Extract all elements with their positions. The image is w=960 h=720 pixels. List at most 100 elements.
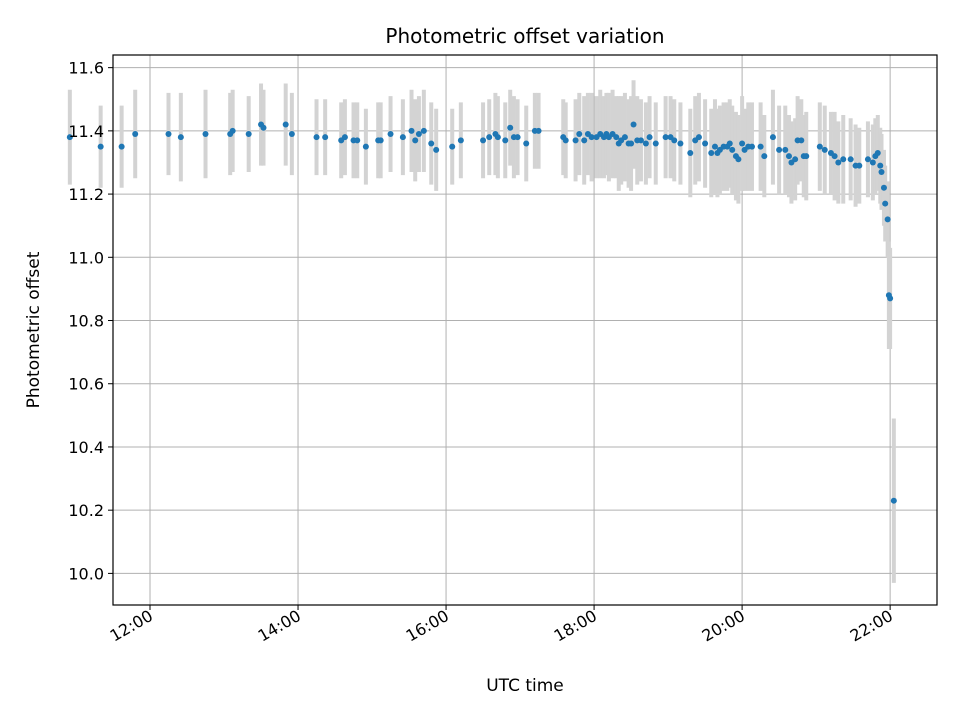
y-tick-label: 10.6 bbox=[68, 375, 104, 394]
data-point bbox=[313, 134, 320, 141]
y-tick-label: 10.4 bbox=[68, 438, 104, 457]
data-point bbox=[869, 159, 876, 166]
data-point bbox=[387, 131, 394, 138]
data-point bbox=[757, 143, 764, 150]
x-axis: 12:00 14:00 16:00 18:00 20:00 22:00 bbox=[107, 605, 896, 646]
data-point bbox=[630, 121, 637, 128]
x-tick-label: 12:00 bbox=[107, 606, 156, 646]
data-point bbox=[621, 134, 628, 141]
data-point bbox=[288, 131, 295, 138]
data-point bbox=[782, 146, 789, 153]
data-point bbox=[628, 140, 635, 147]
data-point bbox=[884, 216, 891, 223]
x-tick-label: 16:00 bbox=[403, 606, 452, 646]
data-point bbox=[245, 131, 252, 138]
data-point bbox=[177, 134, 184, 141]
data-point bbox=[260, 124, 267, 131]
data-point bbox=[399, 134, 406, 141]
data-point bbox=[769, 134, 776, 141]
y-axis-label: Photometric offset bbox=[24, 251, 44, 408]
data-point bbox=[354, 137, 361, 144]
y-tick-label: 10.2 bbox=[68, 501, 104, 520]
data-point bbox=[613, 134, 620, 141]
y-tick-label: 10.0 bbox=[68, 564, 104, 583]
data-point bbox=[341, 134, 348, 141]
data-point bbox=[581, 137, 588, 144]
data-point bbox=[646, 134, 653, 141]
data-point bbox=[449, 143, 456, 150]
data-point bbox=[840, 156, 847, 163]
data-point bbox=[662, 134, 669, 141]
x-tick-label: 18:00 bbox=[551, 606, 600, 646]
data-point bbox=[377, 137, 384, 144]
data-point bbox=[486, 134, 493, 141]
data-point bbox=[702, 140, 709, 147]
data-points bbox=[66, 121, 897, 504]
data-point bbox=[687, 149, 694, 156]
y-tick-label: 11.2 bbox=[68, 185, 104, 204]
y-tick-label: 11.6 bbox=[68, 59, 104, 78]
data-point bbox=[882, 200, 889, 207]
data-point bbox=[132, 131, 139, 138]
data-point bbox=[729, 146, 736, 153]
x-axis-label: UTC time bbox=[486, 676, 564, 696]
data-point bbox=[726, 140, 733, 147]
data-point bbox=[831, 153, 838, 160]
data-point bbox=[776, 146, 783, 153]
data-point bbox=[118, 143, 125, 150]
x-tick-label: 20:00 bbox=[699, 606, 748, 646]
x-tick-label: 22:00 bbox=[847, 606, 896, 646]
data-point bbox=[97, 143, 104, 150]
data-point bbox=[671, 137, 678, 144]
data-point bbox=[877, 162, 884, 169]
data-point bbox=[572, 137, 579, 144]
data-point bbox=[816, 143, 823, 150]
data-point bbox=[803, 153, 810, 160]
y-tick-label: 10.8 bbox=[68, 312, 104, 331]
data-point bbox=[652, 140, 659, 147]
data-point bbox=[677, 140, 684, 147]
data-point bbox=[748, 143, 755, 150]
data-point bbox=[494, 134, 501, 141]
data-point bbox=[880, 184, 887, 191]
data-point bbox=[711, 143, 718, 150]
data-point bbox=[798, 137, 805, 144]
x-tick-label: 14:00 bbox=[255, 606, 304, 646]
data-point bbox=[735, 156, 742, 163]
data-point bbox=[66, 134, 73, 141]
data-point bbox=[890, 497, 897, 504]
data-point bbox=[821, 146, 828, 153]
y-tick-label: 11.0 bbox=[68, 248, 104, 267]
data-point bbox=[514, 134, 521, 141]
data-point bbox=[576, 131, 583, 138]
data-point bbox=[428, 140, 435, 147]
data-point bbox=[792, 156, 799, 163]
y-tick-label: 11.4 bbox=[68, 122, 104, 141]
data-point bbox=[282, 121, 289, 128]
data-point bbox=[847, 156, 854, 163]
data-point bbox=[562, 137, 569, 144]
data-point bbox=[480, 137, 487, 144]
data-point bbox=[202, 131, 209, 138]
data-point bbox=[322, 134, 329, 141]
data-point bbox=[761, 153, 768, 160]
data-point bbox=[433, 146, 440, 153]
data-point bbox=[835, 159, 842, 166]
data-point bbox=[856, 162, 863, 169]
data-point bbox=[457, 137, 464, 144]
data-point bbox=[887, 295, 894, 302]
data-point bbox=[588, 134, 595, 141]
data-point bbox=[535, 127, 542, 134]
data-point bbox=[408, 127, 415, 134]
data-point bbox=[637, 137, 644, 144]
data-point bbox=[507, 124, 514, 131]
data-point bbox=[708, 149, 715, 156]
data-point bbox=[739, 140, 746, 147]
data-point bbox=[502, 137, 509, 144]
data-point bbox=[642, 140, 649, 147]
data-point bbox=[165, 131, 172, 138]
y-axis: 10.0 10.2 10.4 10.6 10.8 11.0 11.2 11.4 11.6 bbox=[68, 59, 113, 583]
data-point bbox=[412, 137, 419, 144]
data-point bbox=[878, 168, 885, 175]
